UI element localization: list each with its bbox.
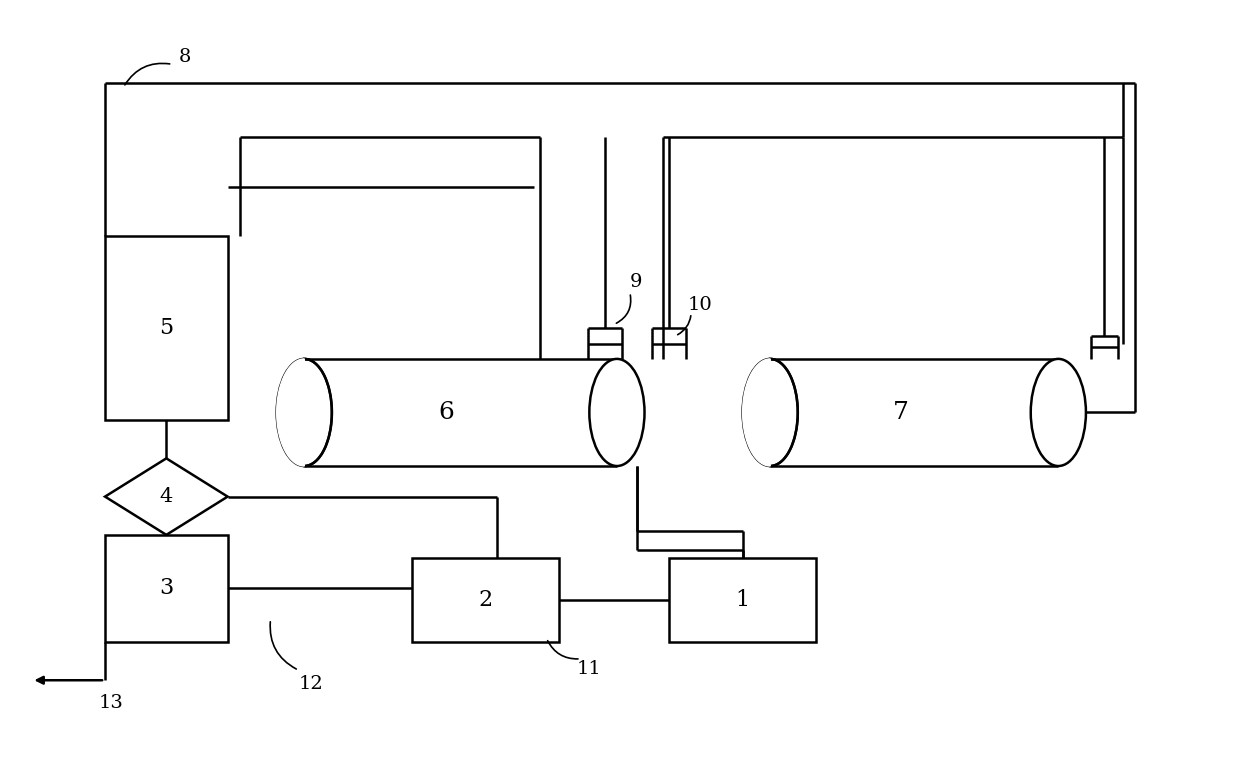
Polygon shape xyxy=(743,359,770,466)
Text: 11: 11 xyxy=(577,660,601,678)
Text: 8: 8 xyxy=(179,48,191,65)
Text: 1: 1 xyxy=(735,589,750,611)
Text: 12: 12 xyxy=(299,675,324,693)
Text: 4: 4 xyxy=(160,487,172,506)
Text: 13: 13 xyxy=(99,694,124,712)
Bar xyxy=(105,237,228,420)
Text: 7: 7 xyxy=(893,401,909,424)
Bar xyxy=(412,558,559,642)
Text: 3: 3 xyxy=(159,577,174,599)
Text: 10: 10 xyxy=(687,296,712,315)
Text: 6: 6 xyxy=(439,401,455,424)
Bar xyxy=(105,535,228,642)
Ellipse shape xyxy=(1030,359,1086,466)
Bar xyxy=(670,558,816,642)
Ellipse shape xyxy=(589,359,645,466)
Text: 5: 5 xyxy=(159,317,174,340)
Text: 2: 2 xyxy=(479,589,492,611)
Polygon shape xyxy=(277,359,304,466)
Polygon shape xyxy=(105,458,228,535)
Text: 9: 9 xyxy=(630,273,642,291)
